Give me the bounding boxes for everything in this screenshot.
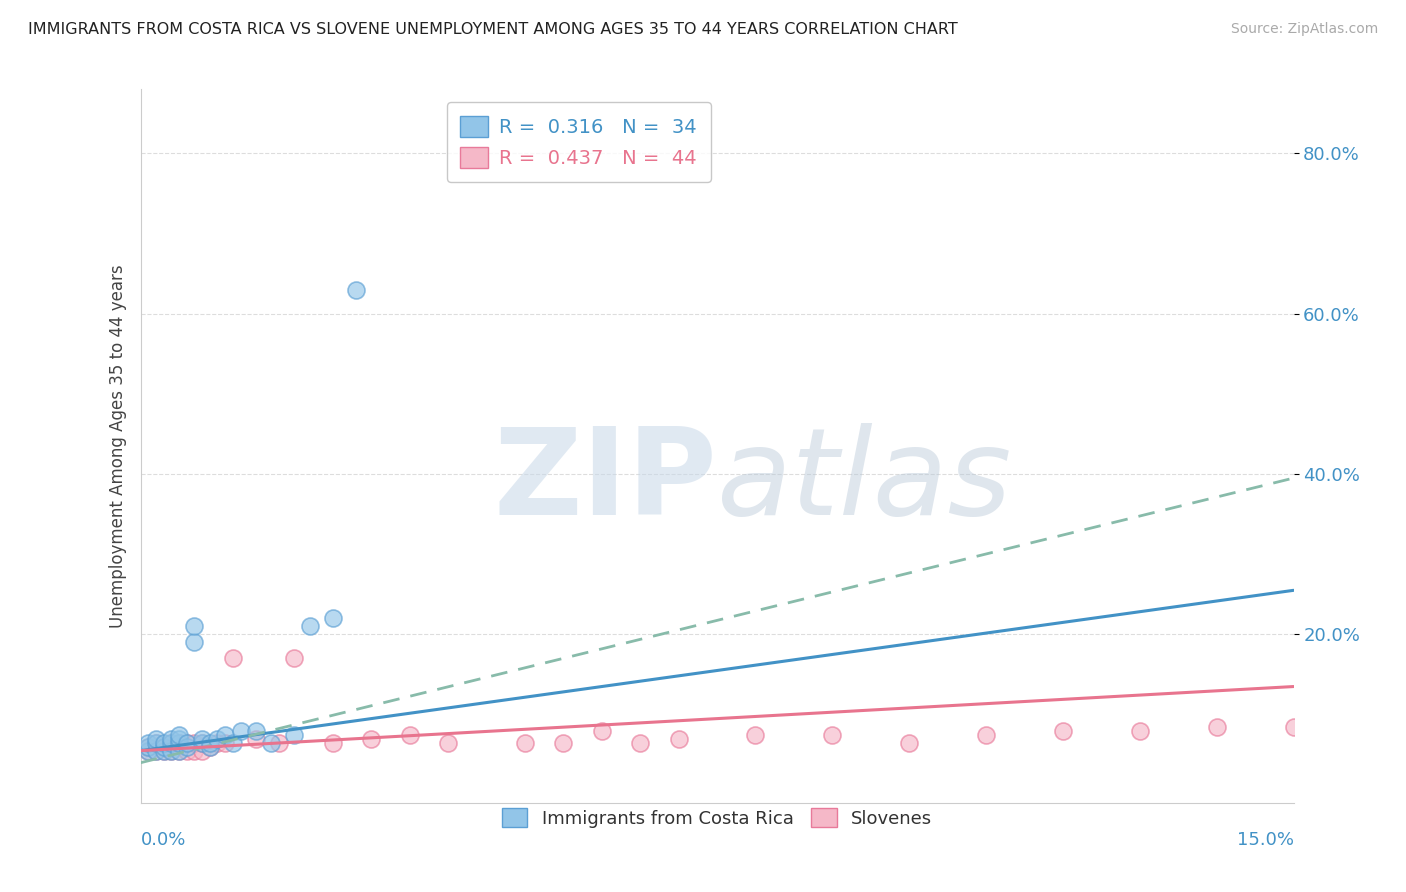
Point [222,651,245,665]
Point [160,744,183,758]
Point [898,736,921,750]
Point [136,736,159,750]
Point [145,744,167,758]
Point [1282,720,1305,734]
Point [398,728,420,742]
Point [628,736,651,750]
Point [191,744,214,758]
Text: IMMIGRANTS FROM COSTA RICA VS SLOVENE UNEMPLOYMENT AMONG AGES 35 TO 44 YEARS COR: IMMIGRANTS FROM COSTA RICA VS SLOVENE UN… [28,22,957,37]
Point [974,728,997,742]
Text: 15.0%: 15.0% [1236,831,1294,849]
Point [160,736,183,750]
Point [1052,723,1074,738]
Text: atlas: atlas [717,423,1012,541]
Point [152,736,174,750]
Point [183,744,205,758]
Point [245,723,267,738]
Point [152,744,174,758]
Point [167,736,190,750]
Point [283,651,305,665]
Legend: R =  0.316   N =  34, R =  0.437   N =  44: R = 0.316 N = 34, R = 0.437 N = 44 [447,103,710,182]
Point [513,736,536,750]
Point [214,736,236,750]
Point [360,731,382,746]
Point [145,731,167,746]
Point [136,744,159,758]
Point [322,736,344,750]
Point [821,728,844,742]
Point [744,728,766,742]
Point [152,744,174,758]
Point [1360,720,1382,734]
Point [1398,720,1406,734]
Point [176,744,198,758]
Point [207,731,229,746]
Point [167,744,190,758]
Point [1205,720,1227,734]
Point [553,736,575,750]
Point [183,619,205,633]
Point [152,739,174,754]
Point [207,736,229,750]
Point [198,736,221,750]
Point [176,736,198,750]
Text: ZIP: ZIP [494,423,717,541]
Point [167,731,190,746]
Point [176,736,198,750]
Point [267,736,290,750]
Point [145,736,167,750]
Point [145,736,167,750]
Text: Source: ZipAtlas.com: Source: ZipAtlas.com [1230,22,1378,37]
Point [198,739,221,754]
Point [344,283,367,297]
Point [191,731,214,746]
Point [283,728,305,742]
Point [260,736,283,750]
Point [668,731,690,746]
Point [191,736,214,750]
Point [245,731,267,746]
Point [167,728,190,742]
Point [145,744,167,758]
Point [591,723,613,738]
Point [191,736,214,750]
Point [167,744,190,758]
Y-axis label: Unemployment Among Ages 35 to 44 years: Unemployment Among Ages 35 to 44 years [108,264,127,628]
Text: 0.0%: 0.0% [141,831,186,849]
Point [167,736,190,750]
Point [183,635,205,649]
Point [152,739,174,754]
Point [136,739,159,754]
Point [214,728,236,742]
Point [437,736,460,750]
Point [160,731,183,746]
Point [1320,723,1343,738]
Point [136,744,159,758]
Point [222,736,245,750]
Point [176,739,198,754]
Point [298,619,321,633]
Point [183,736,205,750]
Point [160,744,183,758]
Point [229,723,252,738]
Point [1129,723,1152,738]
Point [160,736,183,750]
Point [322,611,344,625]
Point [136,739,159,754]
Point [198,739,221,754]
